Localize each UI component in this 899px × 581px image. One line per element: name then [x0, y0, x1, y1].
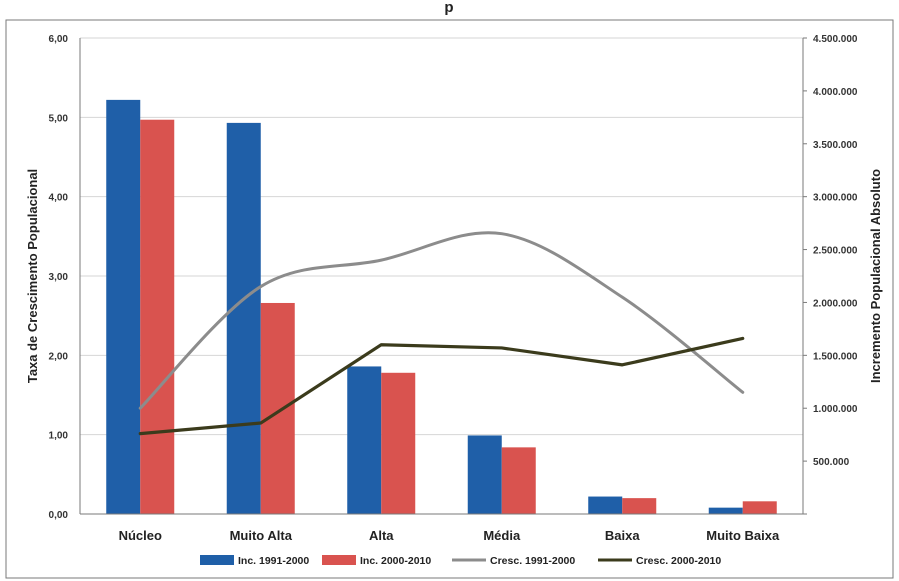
category-label: Muito Baixa	[706, 528, 780, 543]
legend: Inc. 1991-2000 Inc. 2000-2010 Cresc. 1991-…	[200, 555, 721, 567]
y2-axis-title: Incremento Populacional Absoluto	[868, 169, 883, 383]
y2-tick-label: 3.500.000	[813, 140, 858, 151]
legend-swatch	[200, 555, 234, 565]
bar	[588, 496, 623, 514]
bar	[140, 119, 175, 515]
y2-tick-label: 2.500.000	[813, 246, 858, 257]
legend-label: Inc. 1991-2000	[238, 555, 309, 567]
category-label: Baixa	[605, 528, 640, 543]
category-label: Muito Alta	[230, 528, 293, 543]
y2-tick-label: 2.000.000	[813, 298, 858, 309]
top-title-fragment: p	[444, 0, 453, 16]
bar	[260, 302, 295, 514]
y-tick-label: 2,00	[49, 351, 69, 362]
bar	[467, 435, 502, 514]
bar	[381, 372, 416, 514]
y-tick-label: 5,00	[49, 113, 69, 124]
y-tick-label: 0,00	[49, 510, 69, 521]
category-label: Média	[483, 528, 521, 543]
legend-label: Inc. 2000-2010	[360, 555, 431, 567]
y2-tick-label: 3.000.000	[813, 193, 858, 204]
y2-tick-label: 500.000	[813, 457, 850, 468]
y2-tick-label: 1.500.000	[813, 351, 858, 362]
legend-label: Cresc. 2000-2010	[636, 555, 721, 567]
bars	[106, 99, 777, 515]
bar	[622, 498, 657, 514]
y-axis-title: Taxa de Crescimento Populacional	[25, 169, 40, 383]
y2-tick-label: 1.000.000	[813, 404, 858, 415]
series-line	[138, 231, 745, 410]
bar	[708, 507, 743, 514]
y-tick-label: 1,00	[49, 431, 69, 442]
lines	[138, 231, 745, 436]
bar	[501, 447, 536, 514]
y-tick-label: 4,00	[49, 193, 69, 204]
y2-tick-label: 4.500.000	[813, 34, 858, 45]
bar	[347, 366, 382, 514]
legend-swatch	[322, 555, 356, 565]
axes: 0,00 1,00 2,00 3,00 4,00 5,00 6,00 500.000 1.000…	[49, 34, 858, 543]
series-line	[138, 336, 745, 436]
y2-tick-label: 4.000.000	[813, 87, 858, 98]
category-label: Núcleo	[119, 528, 162, 543]
y-tick-label: 3,00	[49, 272, 69, 283]
legend-label: Cresc. 1991-2000	[490, 555, 575, 567]
bar	[106, 99, 141, 514]
bar	[742, 501, 777, 514]
y-tick-label: 6,00	[49, 34, 69, 45]
bar	[226, 122, 261, 515]
category-label: Alta	[369, 528, 394, 543]
